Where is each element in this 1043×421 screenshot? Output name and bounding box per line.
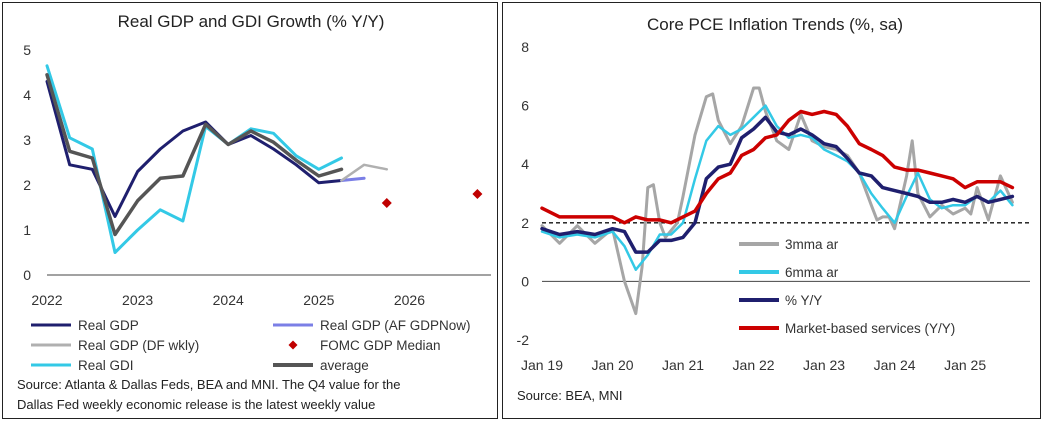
series-line-real-gdp-df-wkly: [340, 163, 389, 182]
series-line-average: [45, 73, 344, 237]
series-line-3mma-ar: [540, 86, 1014, 316]
x-tick-label: 2026: [394, 292, 425, 308]
x-tick-label: 2022: [31, 292, 62, 308]
legend-label: FOMC GDP Median: [320, 338, 441, 353]
y-tick-label: 0: [23, 267, 31, 283]
legend-label: Market-based services (Y/Y): [785, 321, 955, 336]
fomc-median-marker: [381, 198, 392, 208]
legend-label: Real GDP: [78, 318, 139, 333]
y-tick-label: 1: [23, 222, 31, 238]
series-line-real-gdp: [45, 80, 343, 218]
chart-title: Real GDP and GDI Growth (% Y/Y): [118, 12, 385, 31]
legend-label: Real GDI: [78, 358, 134, 373]
series-line-6mma-ar: [540, 104, 1014, 271]
y-tick-label: 8: [521, 39, 529, 55]
pce-chart-panel: Core PCE Inflation Trends (%, sa) -2 0 2 4 6…: [502, 2, 1041, 419]
series-line-market-based-services-y-y: [540, 109, 1015, 225]
legend-label: average: [320, 358, 369, 373]
legend-label: Real GDP (DF wkly): [78, 338, 199, 353]
x-tick-label: 2023: [122, 292, 153, 308]
y-tick-label: 5: [23, 42, 31, 58]
legend-label: 3mma ar: [785, 237, 839, 252]
x-tick-label: Jan 20: [591, 357, 633, 373]
legend-label: Real GDP (AF GDPNow): [320, 318, 471, 333]
y-tick-label: 2: [521, 215, 529, 231]
source-note: Dallas Fed weekly economic release is th…: [17, 397, 375, 412]
x-tick-label: Jan 23: [803, 357, 845, 373]
pce-chart: Core PCE Inflation Trends (%, sa) -2 0 2 4 6…: [517, 15, 1030, 403]
series-line--y-y: [540, 115, 1015, 254]
source-note: Source: Atlanta & Dallas Feds, BEA and M…: [17, 377, 400, 392]
x-tick-label: Jan 22: [733, 357, 775, 373]
fomc-median-marker: [472, 189, 483, 199]
y-tick-label: 0: [521, 273, 529, 289]
gdp-chart: Real GDP and GDI Growth (% Y/Y) 0 1 2 3 4 5 20…: [17, 12, 491, 412]
x-tick-label: Jan 25: [944, 357, 986, 373]
gdp-chart-panel: Real GDP and GDI Growth (% Y/Y) 0 1 2 3 4 5 20…: [2, 2, 498, 419]
x-tick-label: Jan 24: [874, 357, 916, 373]
x-tick-label: Jan 21: [662, 357, 704, 373]
x-tick-label: 2025: [303, 292, 334, 308]
y-tick-label: 3: [23, 132, 31, 148]
x-tick-label: 2024: [213, 292, 244, 308]
legend-label: 6mma ar: [785, 265, 839, 280]
y-tick-label: 2: [23, 177, 31, 193]
series-line-real-gdp-af-gdpnow: [340, 176, 366, 182]
source-note: Source: BEA, MNI: [517, 388, 622, 403]
legend-label: % Y/Y: [785, 293, 822, 308]
legend-swatch: [288, 340, 298, 350]
chart-title: Core PCE Inflation Trends (%, sa): [647, 15, 903, 34]
y-tick-label: -2: [517, 332, 530, 348]
y-tick-label: 6: [521, 98, 529, 114]
y-tick-label: 4: [23, 87, 31, 103]
y-tick-label: 4: [521, 156, 529, 172]
x-tick-label: Jan 19: [521, 357, 563, 373]
